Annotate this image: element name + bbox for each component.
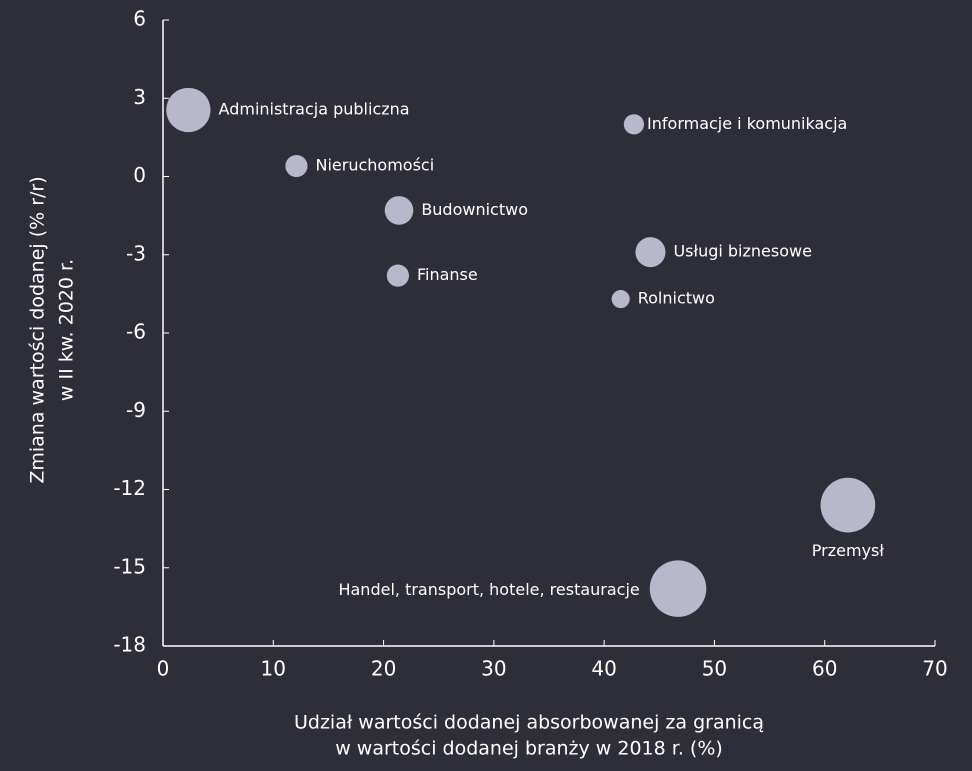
- data-label: Informacje i komunikacja: [647, 114, 847, 133]
- bubble: [384, 196, 414, 225]
- bubble: [386, 264, 409, 287]
- y-tick-label: -3: [126, 241, 146, 265]
- data-label: Handel, transport, hotele, restauracje: [338, 580, 639, 599]
- y-tick-label: 3: [133, 85, 146, 109]
- y-axis-title: w II kw. 2020 r.: [56, 259, 78, 401]
- x-tick-label: 60: [812, 657, 837, 681]
- y-tick-label: -15: [113, 554, 146, 578]
- y-tick-label: 0: [133, 163, 146, 187]
- x-tick-label: 0: [157, 657, 170, 681]
- data-label: Budownictwo: [421, 200, 528, 219]
- x-tick-label: 20: [371, 657, 396, 681]
- y-tick-label: -12: [113, 476, 146, 500]
- x-tick-label: 40: [591, 657, 616, 681]
- bubble: [649, 560, 707, 617]
- x-tick-label: 30: [481, 657, 506, 681]
- x-axis-title: Udział wartości dodanej absorbowanej za …: [294, 712, 764, 734]
- x-axis-title: w wartości dodanej branży w 2018 r. (%): [335, 738, 723, 760]
- y-tick-label: 6: [133, 7, 146, 31]
- y-tick-label: -6: [126, 320, 146, 344]
- data-label: Rolnictwo: [638, 289, 715, 308]
- data-label: Usługi biznesowe: [673, 242, 811, 261]
- data-label: Administracja publiczna: [219, 99, 410, 118]
- bubble: [635, 237, 666, 268]
- x-tick-label: 70: [922, 657, 947, 681]
- x-tick-label: 50: [702, 657, 727, 681]
- bubble: [166, 87, 211, 133]
- y-tick-label: -18: [113, 633, 146, 657]
- x-tick-label: 10: [261, 657, 286, 681]
- data-label: Finanse: [417, 265, 478, 284]
- bubble: [623, 114, 645, 135]
- y-tick-label: -9: [126, 398, 146, 422]
- bubble: [820, 477, 876, 533]
- bubble: [285, 154, 308, 178]
- bubble: [611, 290, 630, 309]
- y-axis-title: Zmiana wartości dodanej (% r/r): [27, 176, 49, 483]
- data-label: Przemysł: [812, 541, 885, 560]
- data-label: Nieruchomości: [316, 156, 435, 175]
